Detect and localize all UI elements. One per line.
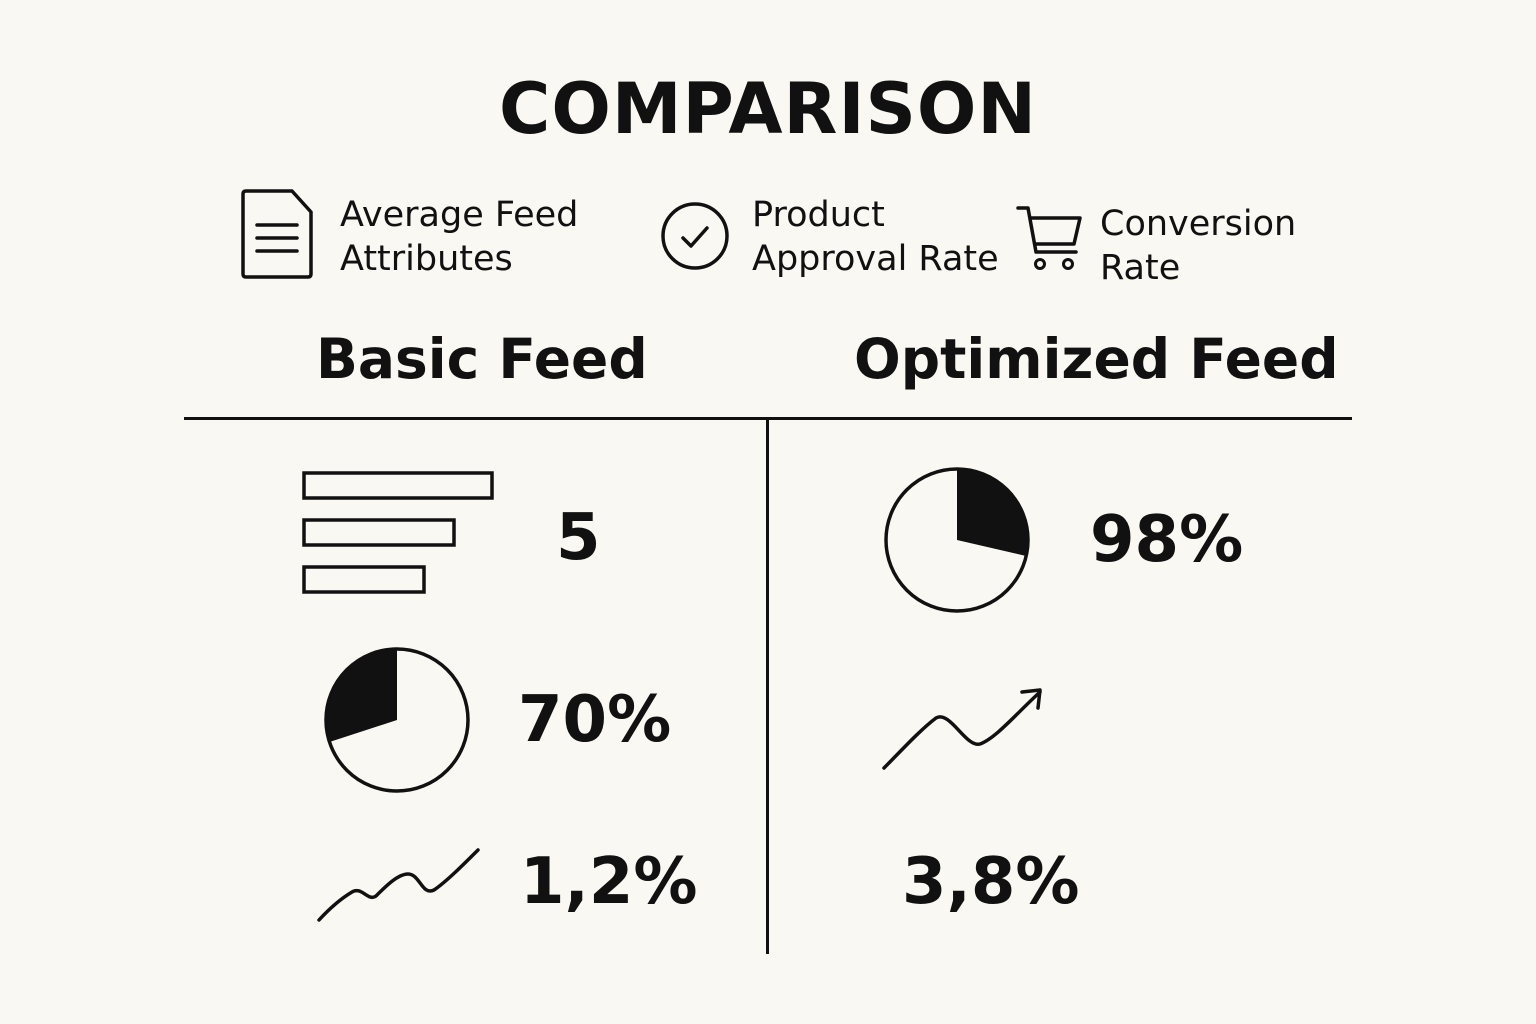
trend-line-icon — [316, 846, 482, 928]
basic-approval-slice — [325, 649, 397, 742]
legend-document-icon — [240, 188, 314, 284]
optimized-feed-heading: Optimized Feed — [854, 327, 1339, 391]
check-circle-icon — [659, 202, 731, 278]
trend-up-arrow-icon — [880, 686, 1048, 778]
basic-attributes-value: 5 — [556, 501, 601, 575]
legend-item-conversion: Conversion Rate — [1100, 202, 1296, 290]
page-title: COMPARISON — [498, 68, 1038, 150]
legend-label-line: Product — [752, 195, 885, 235]
legend-label-line: Conversion — [1100, 204, 1297, 244]
vertical-divider — [766, 420, 769, 954]
basic-approval-pie-icon — [324, 647, 470, 797]
basic-conversion-value: 1,2% — [520, 845, 698, 919]
optimized-approval-value: 98% — [1090, 503, 1244, 577]
shopping-cart-icon — [1014, 204, 1086, 278]
horizontal-divider — [184, 417, 1352, 420]
optimized-conversion-value: 3,8% — [902, 845, 1080, 919]
basic-feed-heading: Basic Feed — [316, 327, 648, 391]
optimized-approval-pie-icon — [884, 467, 1030, 617]
legend-label-line: Approval Rate — [752, 239, 999, 279]
legend-label-line: Rate — [1100, 248, 1181, 288]
bar-list-icon — [302, 471, 496, 601]
legend-label-line: Average Feed — [340, 195, 579, 235]
legend-item-attributes: Average Feed Attributes — [340, 193, 578, 281]
legend-item-approval: Product Approval Rate — [752, 193, 999, 281]
basic-approval-value: 70% — [518, 683, 672, 757]
legend-label-line: Attributes — [340, 239, 513, 279]
